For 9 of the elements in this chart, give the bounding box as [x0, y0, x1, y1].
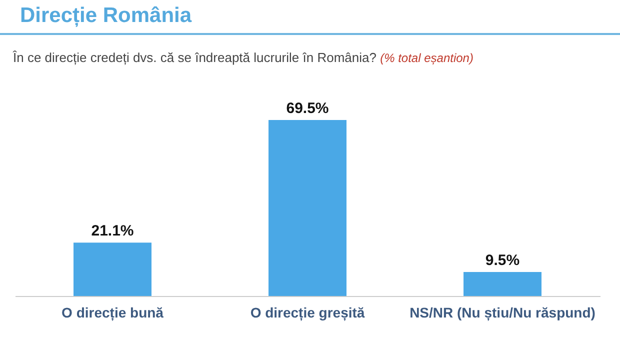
text: (% total eșantion): [380, 51, 474, 65]
x-tick-label: O direcție greșită: [250, 304, 365, 322]
x-tick-label: NS/NR (Nu știu/Nu răspund): [410, 304, 596, 322]
chart-subtitle: În ce direcție credeți dvs. că se îndreaptă lucrurile în România?: [13, 50, 376, 65]
chart-title: Direcție România: [20, 4, 192, 28]
data-label: 9.5%: [485, 252, 520, 269]
x-tick-label: O direcție bună: [62, 304, 164, 322]
data-label: 69.5%: [286, 100, 329, 117]
data-label: 21.1%: [91, 222, 134, 240]
